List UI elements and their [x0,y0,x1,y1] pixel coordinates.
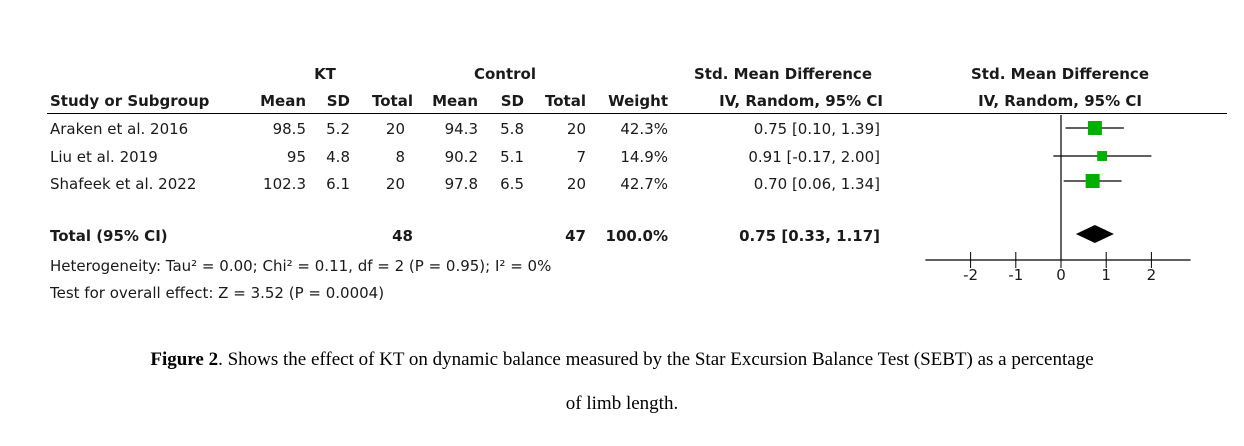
col-c-mean: Mean [432,92,478,110]
total-ci: 0.75 [0.33, 1.17] [739,227,880,245]
col-study: Study or Subgroup [50,92,210,110]
study-marker [1087,121,1102,135]
heterogeneity-text: Heterogeneity: Tau² = 0.00; Chi² = 0.11,… [50,257,552,275]
x-tick-label: 0 [1056,266,1066,284]
figure-label: Figure 2 [150,349,219,370]
row-kt-sd: 4.8 [326,148,350,166]
row-kt-mean: 102.3 [263,175,306,193]
x-tick-label: 2 [1147,266,1157,284]
row-study: Shafeek et al. 2022 [50,175,197,193]
total-kt: 48 [392,227,413,245]
col-method-left: IV, Random, 95% CI [719,92,883,110]
row-c-mean: 97.8 [444,175,478,193]
row-c-mean: 94.3 [444,120,478,138]
row-kt-total: 8 [395,148,405,166]
row-c-total: 20 [566,175,586,193]
row-kt-total: 20 [385,120,405,138]
col-c-total: Total [545,92,586,110]
pooled-diamond [1075,225,1114,243]
row-c-total: 7 [576,148,586,166]
row-study: Liu et al. 2019 [50,148,158,166]
row-ci: 0.91 [-0.17, 2.00] [748,148,880,166]
row-weight: 42.7% [620,175,668,193]
smd-header-right: Std. Mean Difference [971,65,1149,83]
col-kt-sd: SD [326,92,350,110]
row-weight: 14.9% [620,148,668,166]
study-marker [1085,174,1100,188]
col-c-sd: SD [500,92,524,110]
row-c-sd: 5.1 [500,148,524,166]
figure-caption: Figure 2. Shows the effect of KT on dyna… [0,350,1244,369]
row-kt-sd: 5.2 [326,120,350,138]
row-c-mean: 90.2 [444,148,478,166]
overall-effect-text: Test for overall effect: Z = 3.52 (P = 0… [50,284,385,302]
row-kt-mean: 98.5 [272,120,306,138]
col-kt-total: Total [372,92,413,110]
col-kt-mean: Mean [260,92,306,110]
row-ci: 0.75 [0.10, 1.39] [753,120,880,138]
row-c-total: 20 [566,120,586,138]
col-method-right: IV, Random, 95% CI [978,92,1142,110]
total-label: Total (95% CI) [50,227,168,245]
row-study: Araken et al. 2016 [50,120,189,138]
row-c-sd: 5.8 [500,120,524,138]
row-ci: 0.70 [0.06, 1.34] [753,175,880,193]
group-control-header: Control [473,65,536,83]
caption-text: . Shows the effect of KT on dynamic bala… [218,349,1094,370]
group-kt-header: KT [314,65,336,83]
row-kt-sd: 6.1 [326,175,350,193]
row-c-sd: 6.5 [500,175,524,193]
row-kt-total: 20 [385,175,405,193]
row-kt-mean: 95 [286,148,306,166]
header-rule [47,113,1227,114]
col-weight: Weight [608,92,668,110]
total-weight: 100.0% [605,227,668,245]
total-control: 47 [565,227,586,245]
figure-caption-line2: of limb length. [565,393,679,414]
x-tick-label: 1 [1101,266,1111,284]
study-marker [1097,151,1108,161]
row-weight: 42.3% [620,120,668,138]
x-tick-label: -2 [963,266,978,284]
smd-header-left: Std. Mean Difference [694,65,872,83]
x-tick-label: -1 [1008,266,1023,284]
